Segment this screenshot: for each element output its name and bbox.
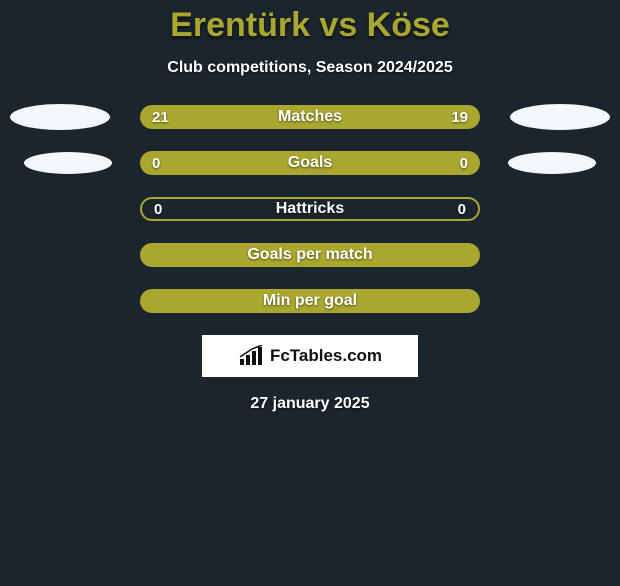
stat-value-left: 0: [152, 155, 160, 172]
stat-label: Matches: [278, 108, 342, 126]
stat-label: Min per goal: [263, 292, 357, 310]
stat-label: Goals: [288, 154, 332, 172]
stat-value-right: 0: [458, 201, 466, 218]
stat-bar: Min per goal: [140, 289, 480, 313]
stat-row: Hattricks 0 0: [0, 197, 620, 221]
subtitle: Club competitions, Season 2024/2025: [0, 59, 620, 77]
stat-row: Goals 0 0: [0, 151, 620, 175]
stat-bar: Goals per match: [140, 243, 480, 267]
stat-bar: Matches 21 19: [140, 105, 480, 129]
stat-bar: Hattricks 0 0: [140, 197, 480, 221]
stat-value-left: 0: [154, 201, 162, 218]
date-label: 27 january 2025: [0, 395, 620, 413]
stat-label: Hattricks: [276, 200, 344, 218]
brand-text: FcTables.com: [270, 346, 382, 366]
player-marker-right: [510, 104, 610, 130]
player-marker-left: [10, 104, 110, 130]
stat-value-right: 0: [460, 155, 468, 172]
stat-label: Goals per match: [247, 246, 372, 264]
brand-box: FcTables.com: [202, 335, 418, 377]
stat-row: Goals per match: [0, 243, 620, 267]
stat-rows: Matches 21 19 Goals 0 0 Hattricks 0 0 Goals per m…: [0, 105, 620, 313]
brand-chart-icon: [238, 345, 264, 367]
player-marker-right: [508, 152, 596, 174]
stat-bar: Goals 0 0: [140, 151, 480, 175]
stat-row: Min per goal: [0, 289, 620, 313]
stat-value-right: 19: [451, 109, 468, 126]
stat-row: Matches 21 19: [0, 105, 620, 129]
page-title: Erentürk vs Köse: [0, 6, 620, 45]
player-marker-left: [24, 152, 112, 174]
stat-value-left: 21: [152, 109, 169, 126]
